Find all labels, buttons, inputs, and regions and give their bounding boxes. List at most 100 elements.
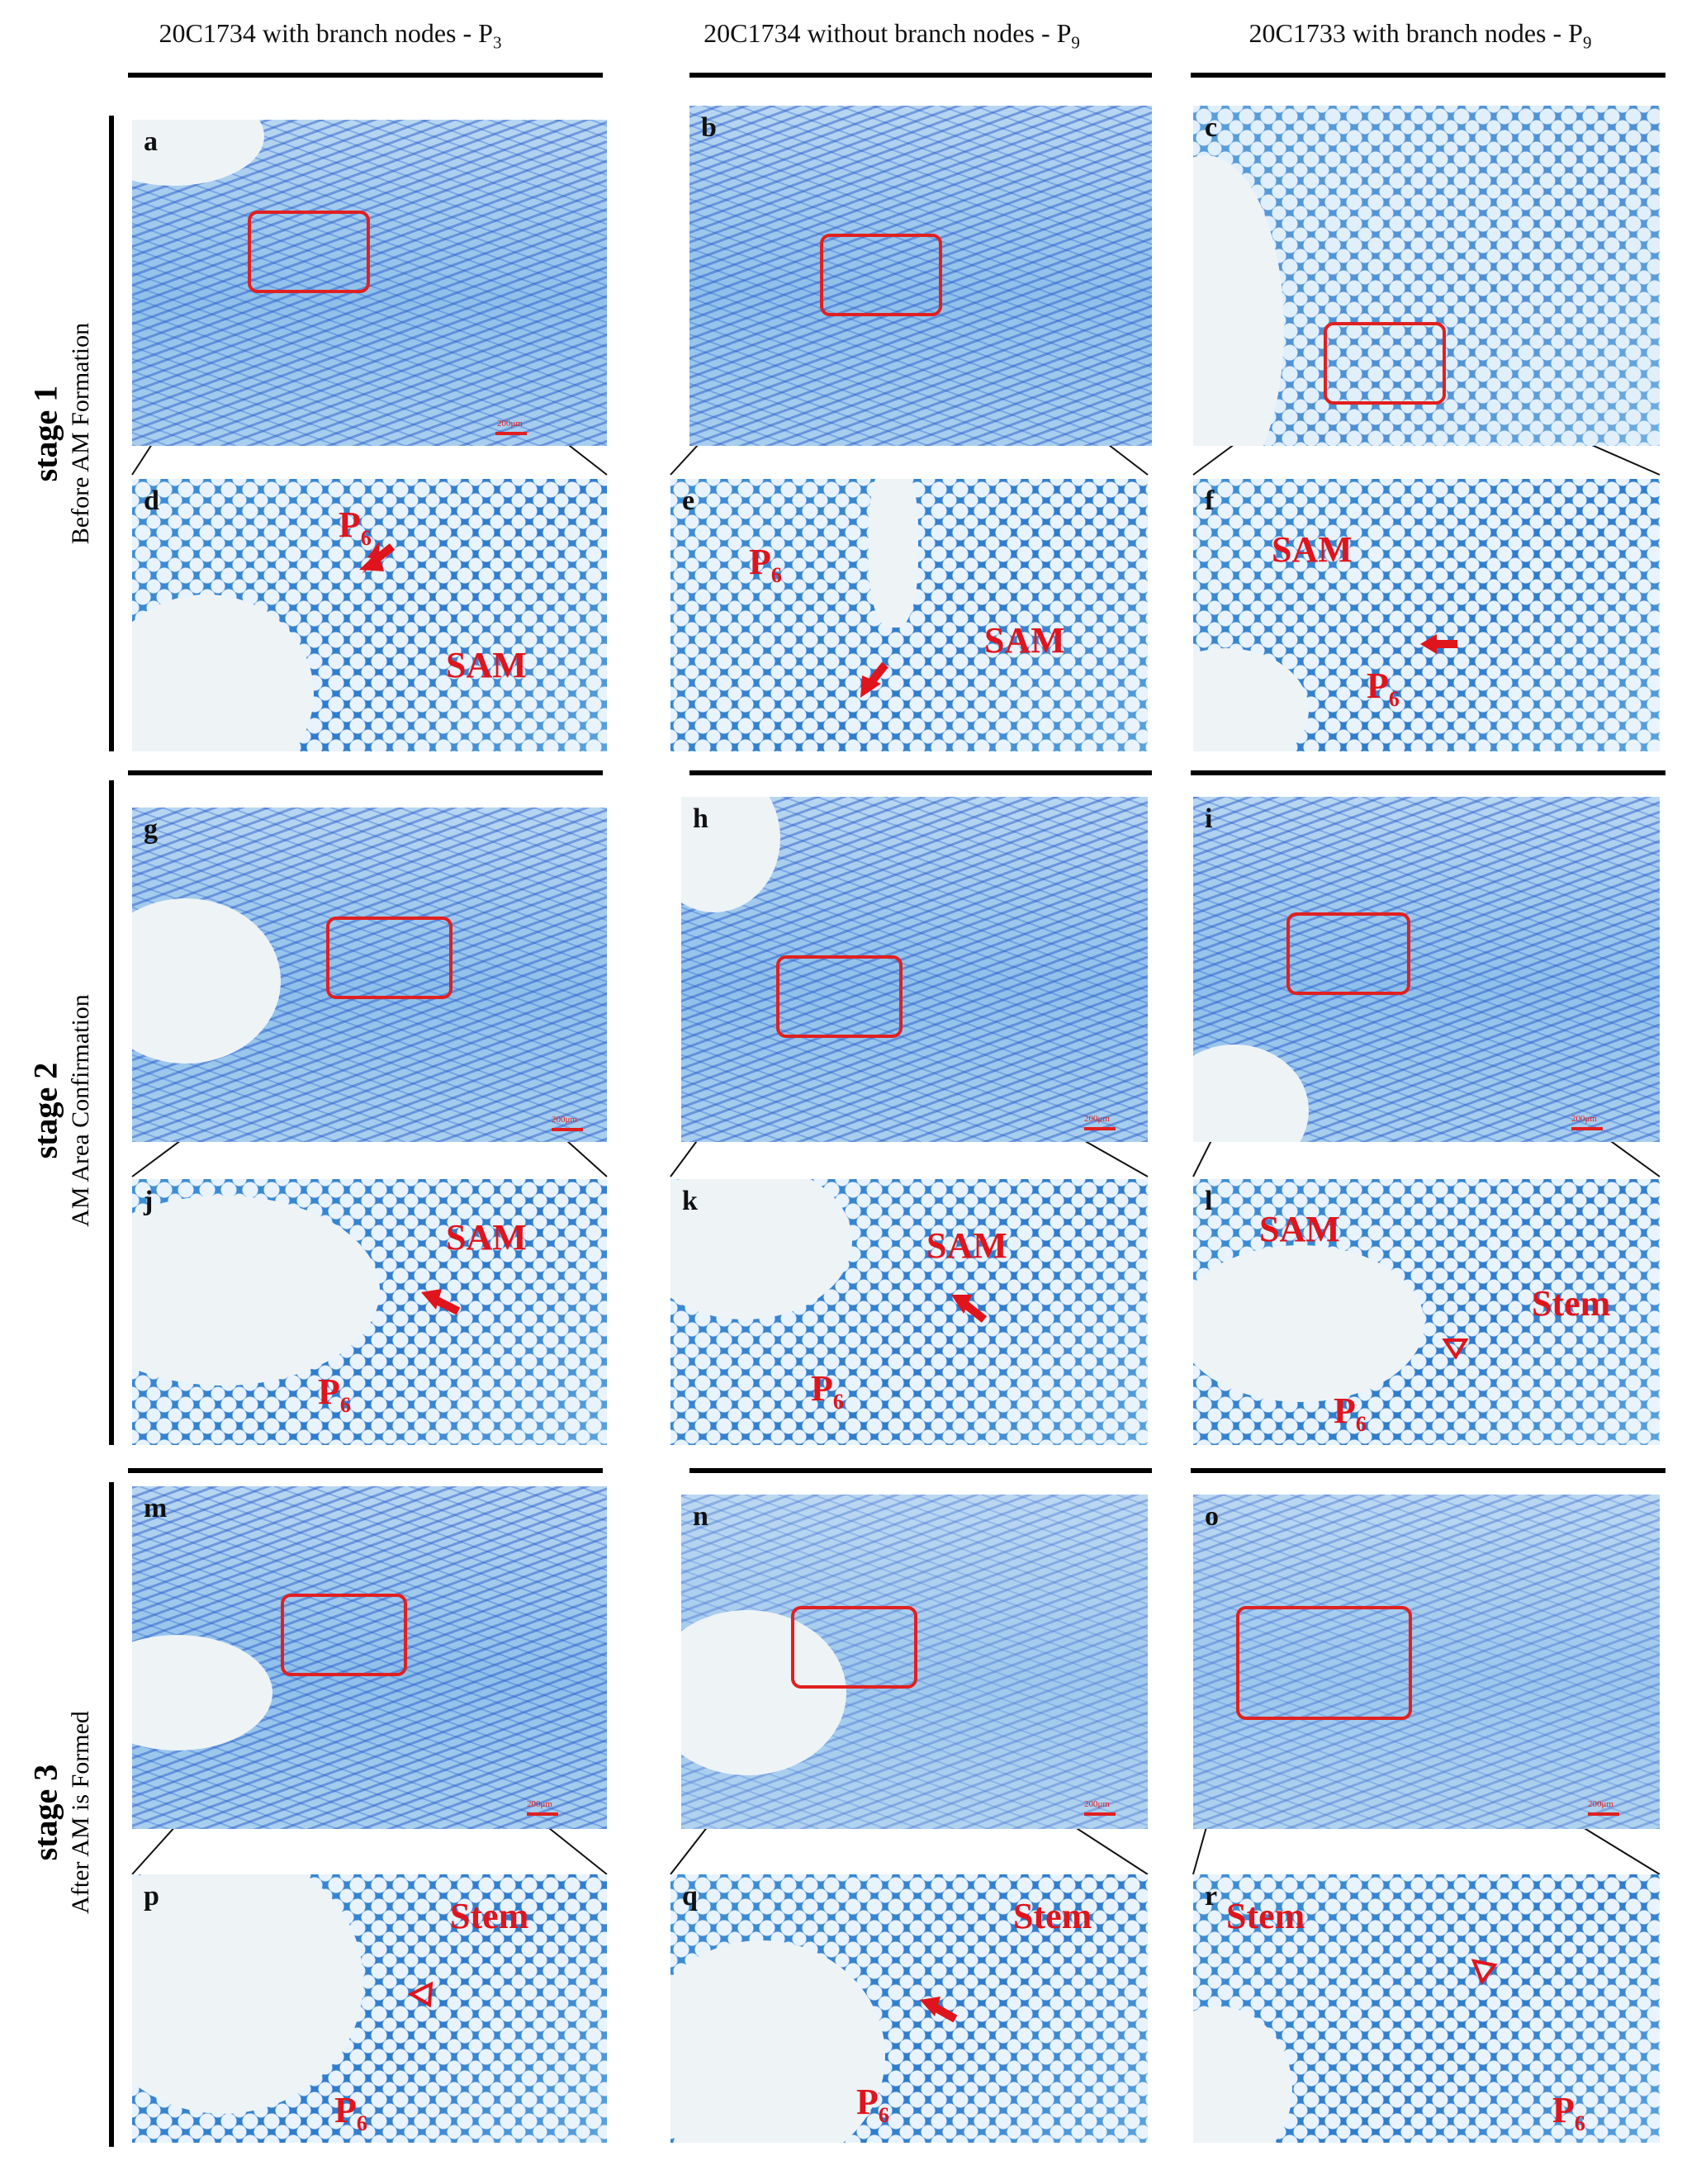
micrograph-panel-g: g 200μm: [132, 808, 607, 1142]
stage-divider-2-col3: [1191, 770, 1665, 775]
micrograph-panel-b: b: [689, 106, 1152, 446]
micrograph-panel-l: l SAM Stem P6: [1193, 1179, 1660, 1445]
region-of-interest-i: [1286, 912, 1410, 995]
arrow-icon: [1420, 634, 1457, 654]
arrow-icon: [359, 541, 396, 574]
label-leaf-primordium-d: P6: [339, 505, 372, 550]
stage-divider-2-col2: [689, 770, 1152, 775]
stage-bar-2: [109, 780, 114, 1445]
panel-letter-i: i: [1205, 803, 1213, 834]
micrograph-panel-d: d P6 SAM: [132, 479, 607, 751]
micrograph-panel-i: i 200μm: [1193, 797, 1660, 1142]
scale-label-h: 200μm: [1084, 1114, 1110, 1124]
label-leaf-primordium-k: P6: [811, 1368, 844, 1414]
label-leaf-primordium-e: P6: [749, 542, 782, 587]
label-sam-k: SAM: [926, 1225, 1007, 1266]
panel-letter-n: n: [693, 1501, 708, 1532]
panel-letter-c: c: [1205, 112, 1218, 143]
column-title-2: 20C1734 without branch nodes - P9: [704, 18, 1080, 53]
micrograph-panel-f: f SAM P6: [1193, 479, 1660, 751]
arrow-icon: [951, 1295, 988, 1323]
column-divider-1-top: [128, 73, 603, 78]
micrograph-panel-k: k SAM P6: [670, 1179, 1148, 1445]
panel-letter-g: g: [144, 814, 158, 845]
micrograph-panel-p: p Stem P6: [132, 1874, 607, 2143]
scale-label-i: 200μm: [1571, 1114, 1597, 1124]
region-of-interest-a: [248, 211, 370, 293]
panel-letter-o: o: [1205, 1501, 1219, 1532]
label-stem-l: Stem: [1532, 1283, 1611, 1324]
micrograph-panel-e: e P6 SAM: [670, 479, 1148, 751]
scale-label-n: 200μm: [1084, 1799, 1110, 1809]
panel-letter-j: j: [144, 1186, 154, 1216]
label-leaf-primordium-r: P6: [1552, 2090, 1585, 2135]
scale-bar-n: [1084, 1812, 1116, 1816]
label-sam-l: SAM: [1259, 1209, 1340, 1249]
column-divider-2-top: [689, 73, 1152, 78]
stage-divider-3-col1: [128, 1468, 603, 1473]
triangle-marker-icon: [1442, 1338, 1469, 1360]
panel-letter-e: e: [682, 486, 695, 516]
region-of-interest-b: [820, 234, 942, 316]
panel-letter-h: h: [693, 803, 708, 834]
triangle-marker-icon: [1471, 1959, 1498, 1986]
column-divider-3-top: [1191, 73, 1665, 78]
scale-bar-h: [1084, 1127, 1116, 1130]
triangle-marker-icon: [407, 1981, 434, 2008]
region-of-interest-c: [1324, 322, 1446, 405]
label-stem-q: Stem: [1013, 1896, 1092, 1936]
arrow-icon: [860, 661, 888, 698]
panel-letter-q: q: [682, 1881, 698, 1912]
micrograph-panel-a: a 200μm: [132, 120, 607, 446]
label-stem-p: Stem: [450, 1896, 529, 1936]
stage-divider-3-col3: [1191, 1468, 1665, 1473]
scale-bar-i: [1571, 1127, 1603, 1130]
region-of-interest-m: [281, 1594, 407, 1676]
label-leaf-primordium-j: P6: [318, 1372, 351, 1417]
panel-letter-m: m: [144, 1493, 168, 1523]
panel-letter-b: b: [701, 112, 717, 143]
micrograph-panel-m: m 200μm: [132, 1486, 607, 1829]
scale-label-o: 200μm: [1588, 1799, 1613, 1809]
scale-label-a: 200μm: [497, 419, 523, 429]
panel-letter-f: f: [1205, 486, 1215, 516]
stage-divider-2-col1: [128, 770, 603, 775]
stage-bar-1: [109, 116, 114, 751]
panel-letter-a: a: [144, 126, 158, 157]
scale-bar-g: [552, 1128, 583, 1131]
panel-letter-r: r: [1205, 1881, 1218, 1912]
micrograph-panel-n: n 200μm: [681, 1495, 1148, 1829]
panel-letter-p: p: [144, 1881, 159, 1912]
label-sam-j: SAM: [446, 1217, 527, 1258]
region-of-interest-o: [1236, 1606, 1412, 1720]
label-sam-d: SAM: [446, 645, 527, 685]
arrow-icon: [920, 1997, 958, 2023]
panel-letter-l: l: [1205, 1186, 1213, 1216]
micrograph-panel-h: h 200μm: [681, 797, 1148, 1142]
scale-bar-m: [527, 1812, 558, 1816]
micrograph-panel-j: j SAM P6: [132, 1179, 607, 1445]
label-stem-r: Stem: [1226, 1896, 1305, 1936]
label-leaf-primordium-f: P6: [1367, 666, 1400, 711]
panel-letter-d: d: [144, 486, 159, 516]
micrograph-panel-r: r Stem P6: [1193, 1874, 1660, 2143]
label-leaf-primordium-p: P6: [334, 2090, 367, 2135]
arrow-icon: [421, 1289, 461, 1315]
column-title-1: 20C1734 with branch nodes - P3: [159, 18, 502, 53]
stage-bar-3: [109, 1482, 114, 2147]
micrograph-panel-c: c: [1193, 106, 1660, 446]
label-sam-e: SAM: [984, 620, 1065, 661]
stage-divider-3-col2: [689, 1468, 1152, 1473]
scale-bar-o: [1588, 1812, 1619, 1816]
panel-letter-k: k: [682, 1186, 698, 1216]
label-leaf-primordium-q: P6: [856, 2082, 889, 2127]
scale-label-m: 200μm: [527, 1799, 552, 1809]
label-leaf-primordium-l: P6: [1334, 1390, 1367, 1436]
region-of-interest-g: [326, 917, 452, 999]
column-title-3: 20C1733 with branch nodes - P9: [1248, 18, 1592, 53]
label-sam-f: SAM: [1272, 529, 1353, 570]
micrograph-panel-q: q Stem P6: [670, 1874, 1148, 2143]
scale-bar-a: [495, 432, 527, 435]
micrograph-panel-o: o 200μm: [1193, 1495, 1660, 1829]
scale-label-g: 200μm: [552, 1115, 577, 1125]
